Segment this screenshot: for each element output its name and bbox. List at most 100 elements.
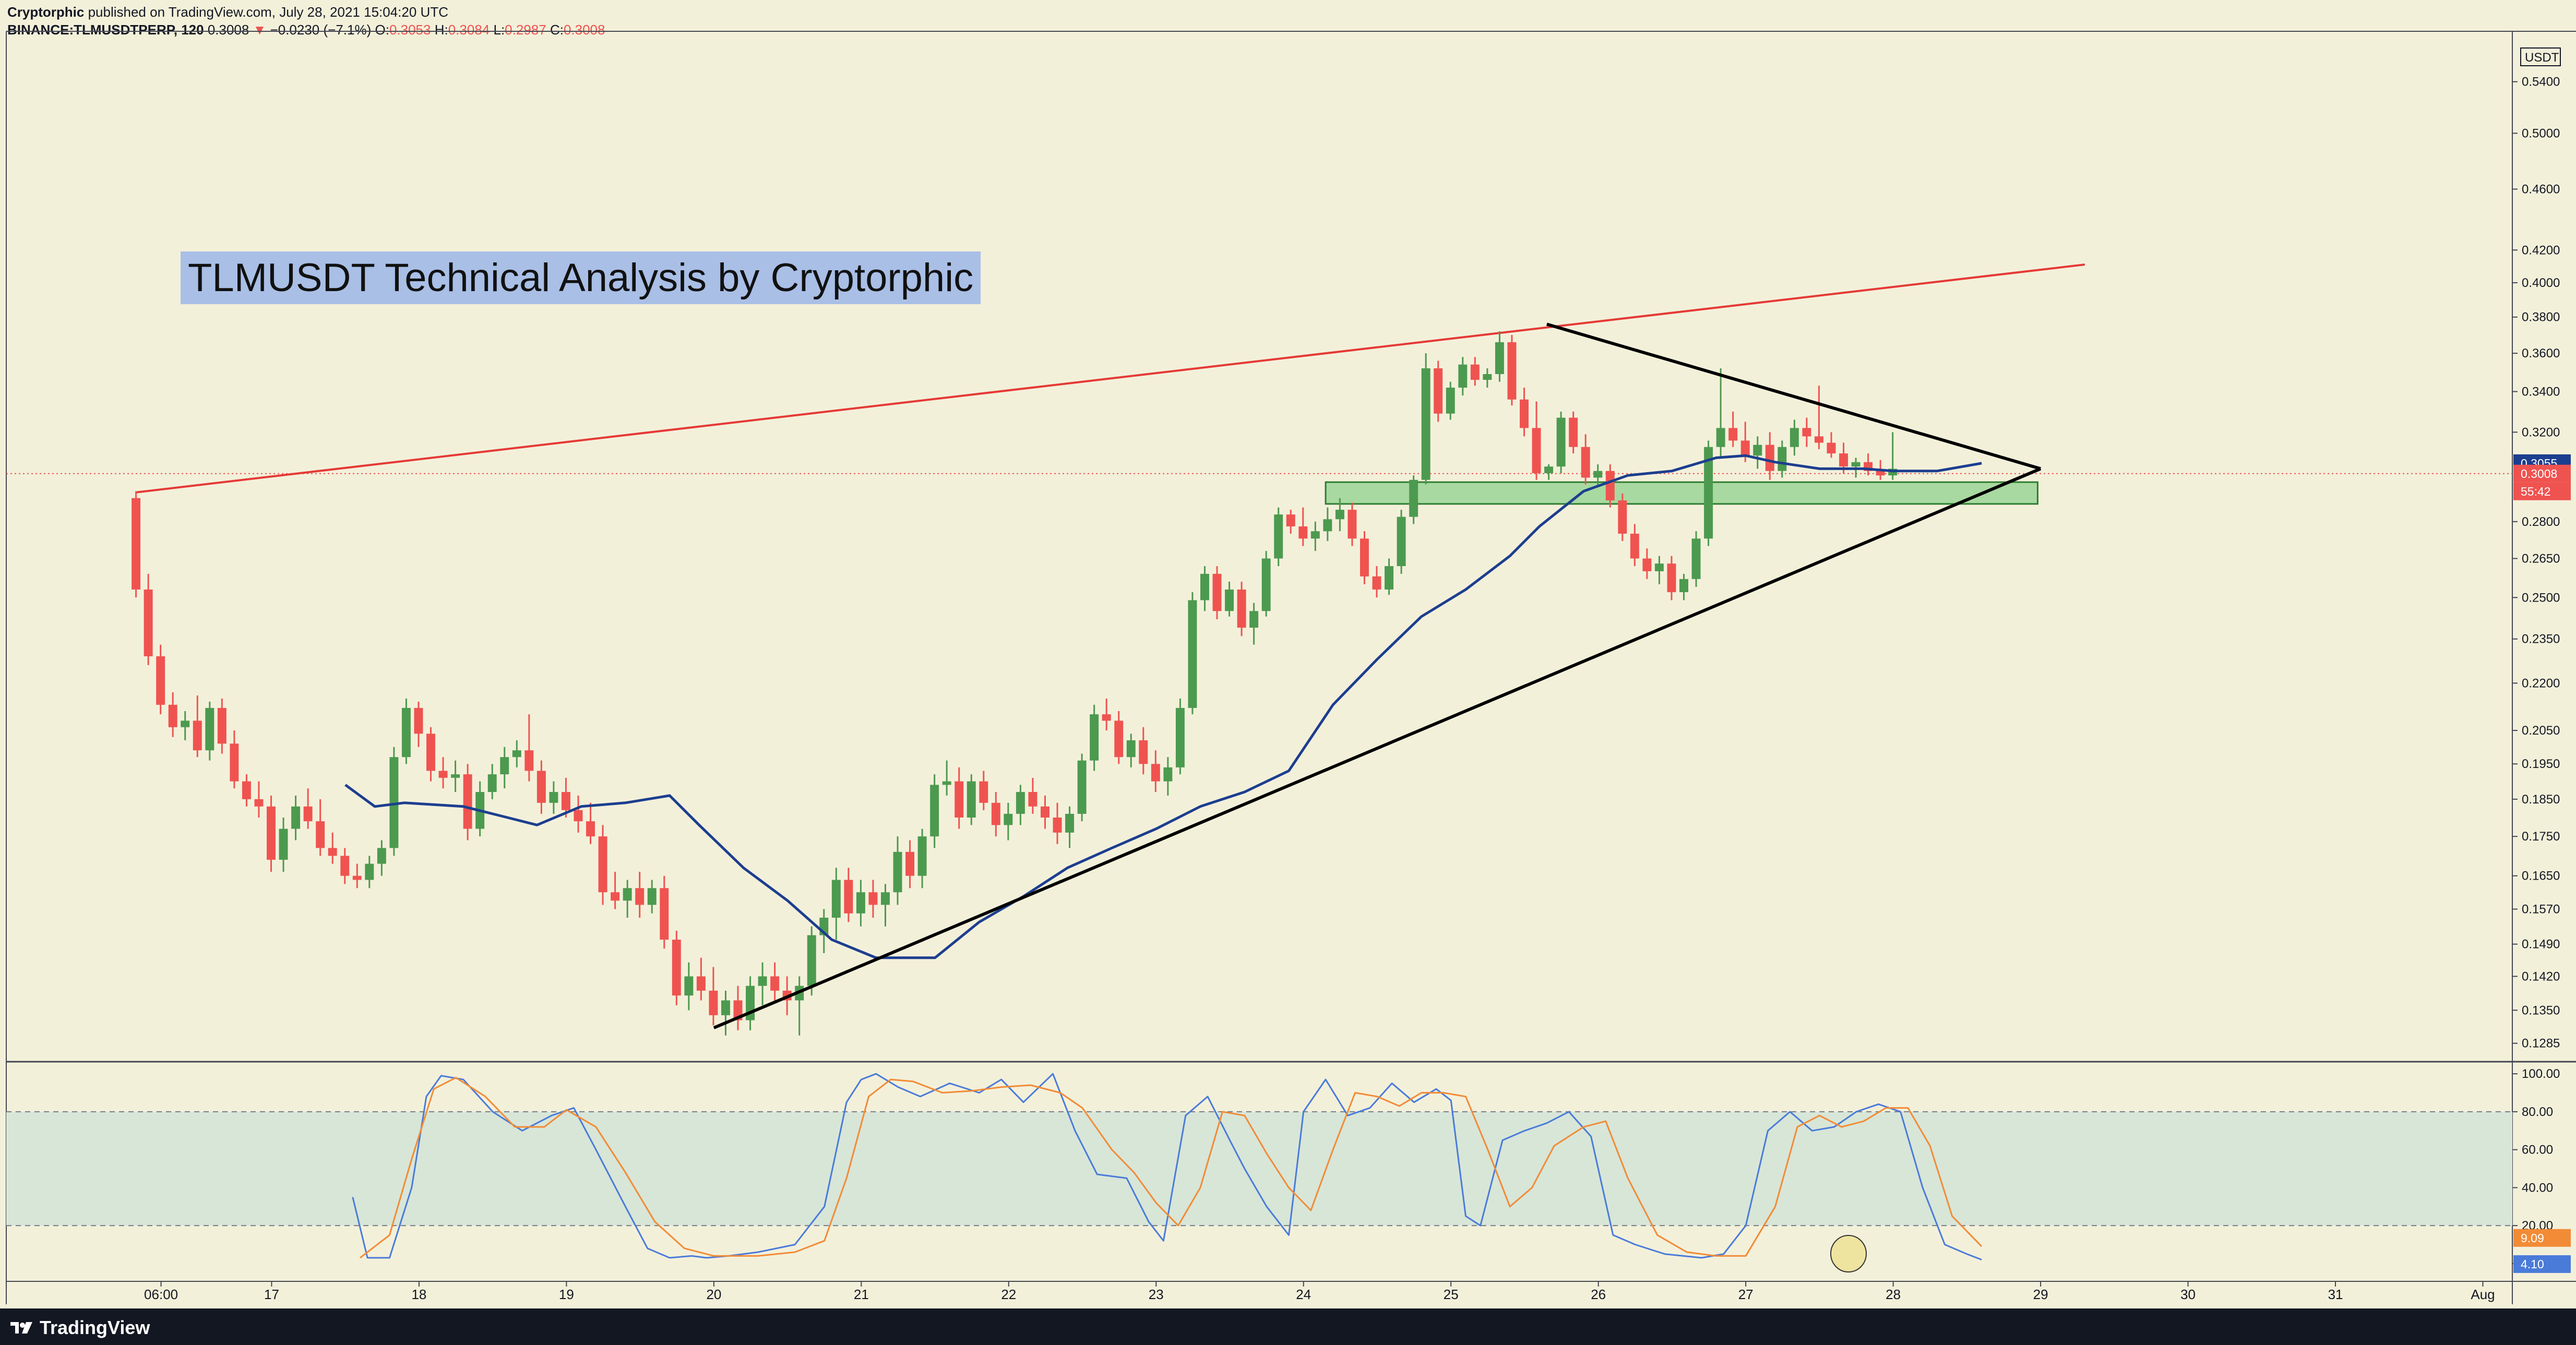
triangle-lower-trendline[interactable]	[713, 467, 2042, 1029]
candle-body[interactable]	[1569, 417, 1578, 447]
candle-body[interactable]	[254, 799, 264, 807]
candle-body[interactable]	[168, 704, 177, 727]
candle-body[interactable]	[758, 976, 767, 986]
candle-body[interactable]	[1151, 764, 1160, 782]
candle-body[interactable]	[1495, 342, 1504, 374]
candle-body[interactable]	[844, 880, 853, 914]
candle-body[interactable]	[291, 806, 301, 829]
candle-body[interactable]	[1544, 466, 1554, 473]
candle-body[interactable]	[156, 656, 165, 705]
candle-body[interactable]	[1605, 471, 1615, 501]
candle-body[interactable]	[991, 802, 1000, 825]
candle-body[interactable]	[1704, 447, 1713, 539]
candle-body[interactable]	[1385, 566, 1394, 590]
candle-body[interactable]	[1004, 813, 1013, 825]
candle-body[interactable]	[709, 990, 718, 1015]
candle-body[interactable]	[955, 781, 964, 818]
author-name[interactable]: Cryptorphic	[7, 4, 85, 20]
candle-body[interactable]	[217, 707, 226, 744]
candle-body[interactable]	[930, 785, 939, 837]
candle-body[interactable]	[1212, 573, 1222, 611]
candle-body[interactable]	[1642, 558, 1652, 571]
candle-body[interactable]	[1507, 342, 1517, 400]
candle-body[interactable]	[181, 720, 190, 727]
candle-body[interactable]	[1581, 447, 1590, 478]
support-zone[interactable]	[1325, 481, 2038, 505]
candle-body[interactable]	[524, 750, 534, 771]
candle-body[interactable]	[1360, 538, 1369, 577]
candle-body[interactable]	[905, 851, 915, 876]
candle-body[interactable]	[1249, 611, 1259, 628]
candle-body[interactable]	[1778, 447, 1787, 471]
candle-body[interactable]	[316, 821, 325, 848]
candle-body[interactable]	[1200, 573, 1209, 601]
candle-body[interactable]	[377, 848, 386, 864]
candle-body[interactable]	[144, 589, 153, 656]
candle-body[interactable]	[1593, 471, 1603, 478]
candle-body[interactable]	[1851, 462, 1861, 467]
resistance-trendline[interactable]	[136, 263, 2085, 494]
candle-body[interactable]	[303, 806, 313, 822]
candle-body[interactable]	[1740, 440, 1750, 456]
candle-body[interactable]	[598, 836, 607, 893]
candle-body[interactable]	[660, 888, 669, 940]
candle-body[interactable]	[1077, 760, 1087, 814]
candle-body[interactable]	[1814, 436, 1823, 443]
candle-body[interactable]	[770, 976, 780, 991]
candle-body[interactable]	[1016, 792, 1025, 814]
candle-body[interactable]	[1347, 510, 1357, 539]
candle-body[interactable]	[1765, 445, 1774, 471]
candle-body[interactable]	[242, 781, 251, 799]
candle-body[interactable]	[500, 757, 509, 775]
candle-body[interactable]	[1065, 813, 1075, 833]
candle-body[interactable]	[1654, 563, 1664, 571]
candle-body[interactable]	[1532, 428, 1541, 473]
candle-body[interactable]	[1790, 428, 1799, 447]
candle-body[interactable]	[1876, 471, 1885, 476]
stochastic-k-line[interactable]	[352, 1073, 1982, 1260]
candle-body[interactable]	[132, 498, 141, 590]
candle-body[interactable]	[1041, 806, 1050, 818]
candle-body[interactable]	[1175, 707, 1185, 767]
candle-body[interactable]	[868, 892, 878, 905]
candle-body[interactable]	[1372, 576, 1381, 590]
candle-body[interactable]	[880, 892, 890, 905]
candle-body[interactable]	[586, 821, 595, 837]
candle-body[interactable]	[463, 774, 472, 829]
candle-body[interactable]	[1102, 714, 1111, 721]
candle-body[interactable]	[917, 836, 927, 876]
candle-body[interactable]	[696, 976, 706, 991]
candle-body[interactable]	[831, 880, 841, 918]
candle-body[interactable]	[979, 781, 988, 803]
candle-body[interactable]	[205, 707, 214, 751]
candle-body[interactable]	[942, 781, 951, 785]
candle-body[interactable]	[1446, 388, 1455, 414]
candle-body[interactable]	[1274, 514, 1283, 559]
candle-body[interactable]	[414, 707, 423, 734]
candle-body[interactable]	[1802, 428, 1811, 437]
candle-body[interactable]	[1397, 517, 1406, 567]
candle-body[interactable]	[1556, 417, 1566, 467]
candle-body[interactable]	[365, 863, 374, 880]
candle-body[interactable]	[340, 856, 350, 876]
candle-body[interactable]	[1630, 533, 1639, 559]
candle-body[interactable]	[1753, 445, 1762, 456]
candle-body[interactable]	[647, 888, 657, 905]
candle-body[interactable]	[721, 1000, 730, 1015]
candle-body[interactable]	[536, 771, 546, 803]
candle-body[interactable]	[574, 810, 583, 822]
candle-body[interactable]	[352, 875, 362, 880]
candle-body[interactable]	[1470, 364, 1480, 380]
candle-body[interactable]	[438, 771, 448, 778]
chart-canvas[interactable]: USDT 0.5400 0.5000 0.4600 0.4200 0.4000 0.3800…	[0, 0, 2576, 1308]
candle-body[interactable]	[279, 828, 288, 860]
candle-body[interactable]	[1188, 600, 1197, 708]
stochastic-d-line[interactable]	[359, 1077, 1983, 1259]
tradingview-logo[interactable]: TradingView	[9, 1317, 150, 1339]
candle-body[interactable]	[1728, 428, 1738, 441]
candle-body[interactable]	[1434, 368, 1443, 414]
candle-body[interactable]	[1028, 792, 1037, 807]
candle-body[interactable]	[856, 892, 865, 914]
candle-body[interactable]	[1053, 818, 1062, 833]
candle-body[interactable]	[1618, 500, 1627, 534]
